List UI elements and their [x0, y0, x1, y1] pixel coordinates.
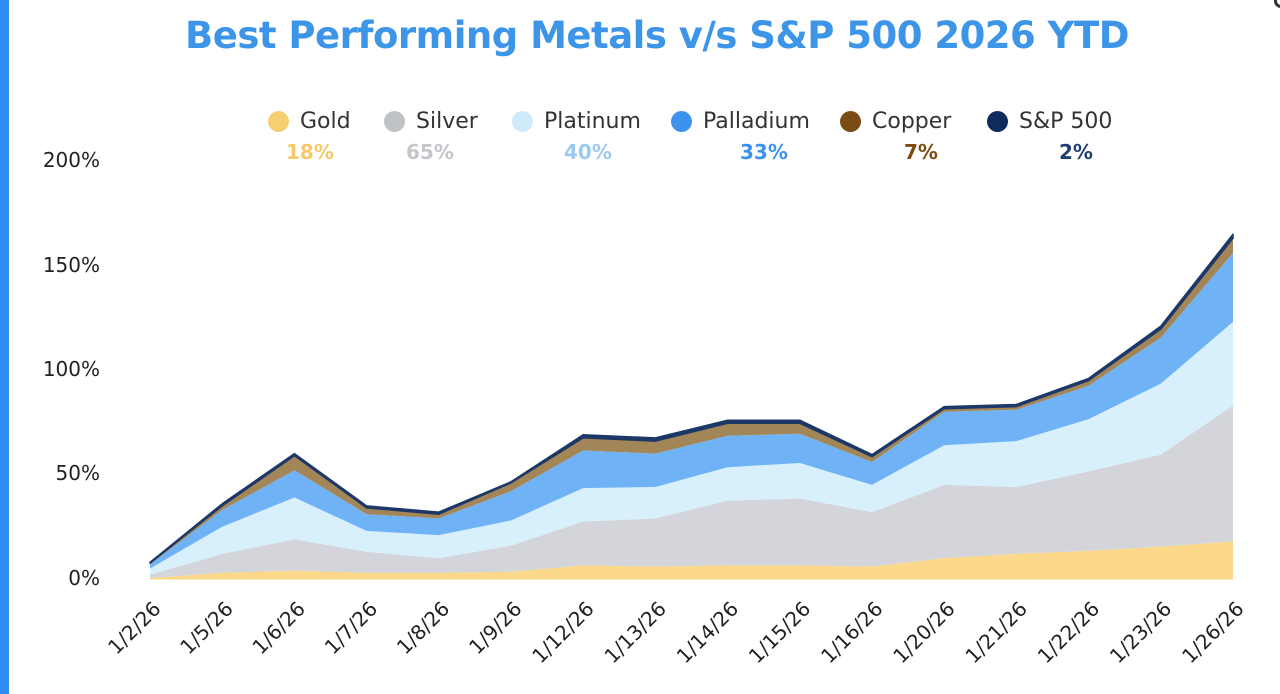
corner-circle-icon — [1274, 0, 1280, 8]
x-tick-label: 1/23/26 — [1105, 597, 1176, 668]
legend-label: S&P 500 — [1019, 108, 1113, 134]
copper-legend-dot — [840, 110, 861, 132]
chart-title: Best Performing Metals v/s S&P 500 2026 … — [185, 14, 1129, 57]
x-tick-label: 1/7/26 — [320, 597, 382, 659]
legend-item-palladium: Palladium — [671, 106, 810, 136]
palladium-ytd-value: 33% — [740, 140, 788, 164]
legend-item-silver: Silver — [384, 106, 478, 136]
x-tick-label: 1/15/26 — [744, 597, 815, 668]
legend-label: Palladium — [703, 108, 810, 134]
x-tick-label: 1/13/26 — [599, 597, 670, 668]
silver-legend-dot — [384, 110, 405, 132]
gold-ytd-value: 18% — [286, 140, 334, 164]
x-tick-label: 1/6/26 — [247, 597, 309, 659]
left-accent-bar — [0, 0, 9, 694]
legend-label: Copper — [872, 108, 952, 134]
x-tick-label: 1/9/26 — [464, 597, 526, 659]
platinum-legend-dot — [512, 110, 533, 132]
silver-ytd-value: 65% — [406, 140, 454, 164]
x-tick-label: 1/2/26 — [103, 597, 165, 659]
x-tick-label: 1/12/26 — [527, 597, 598, 668]
x-tick-label: 1/20/26 — [888, 597, 959, 668]
sp500-legend-dot — [987, 110, 1008, 132]
legend-label: Silver — [416, 108, 478, 134]
series-area-platinum — [150, 321, 1233, 575]
legend-item-platinum: Platinum — [512, 106, 641, 136]
series-area-s-p-500 — [149, 233, 1234, 565]
y-tick-label: 100% — [42, 357, 100, 381]
legend-label: Platinum — [544, 108, 641, 134]
y-tick-label: 50% — [55, 461, 100, 485]
x-tick-label: 1/8/26 — [392, 597, 454, 659]
x-tick-label: 1/16/26 — [816, 597, 887, 668]
legend-label: Gold — [300, 108, 351, 134]
platinum-ytd-value: 40% — [564, 140, 612, 164]
sp500-ytd-value: 2% — [1059, 140, 1093, 164]
y-tick-label: 200% — [42, 148, 100, 172]
legend-item-sp500: S&P 500 — [987, 106, 1112, 136]
legend-item-gold: Gold — [268, 106, 351, 136]
x-tick-label: 1/14/26 — [672, 597, 743, 668]
x-tick-label: 1/26/26 — [1177, 597, 1248, 668]
x-tick-label: 1/5/26 — [175, 597, 237, 659]
x-tick-label: 1/22/26 — [1033, 597, 1104, 668]
y-tick-label: 150% — [42, 253, 100, 277]
y-tick-label: 0% — [68, 566, 100, 590]
series-area-silver — [150, 405, 1233, 578]
copper-ytd-value: 7% — [904, 140, 938, 164]
series-area-palladium — [150, 253, 1233, 569]
series-area-gold — [150, 541, 1233, 579]
legend-item-copper: Copper — [840, 106, 951, 136]
x-tick-label: 1/21/26 — [960, 597, 1031, 668]
palladium-legend-dot — [671, 110, 692, 132]
gold-legend-dot — [268, 110, 289, 132]
